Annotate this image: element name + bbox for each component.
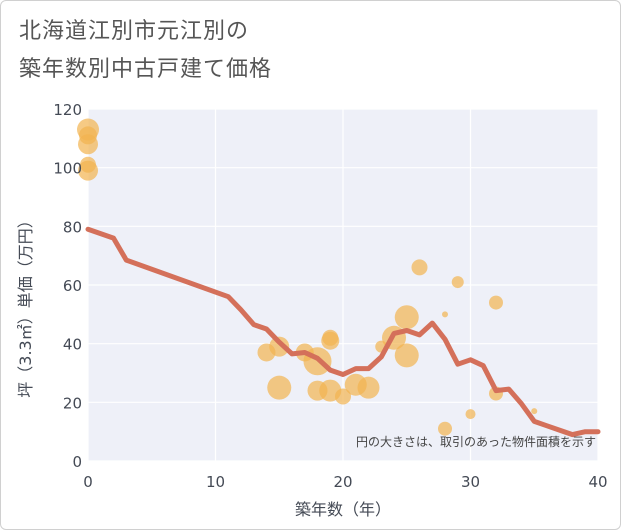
bubble-point bbox=[489, 295, 503, 310]
bubble-point bbox=[267, 375, 292, 400]
trend-line-layer bbox=[85, 226, 601, 438]
x-tick-label: 30 bbox=[461, 473, 480, 491]
bubble-point bbox=[531, 408, 538, 415]
y-tick-label: 120 bbox=[53, 101, 82, 119]
bubble-point bbox=[394, 305, 419, 330]
bubble-point bbox=[442, 311, 448, 318]
x-tick-label: 20 bbox=[333, 473, 352, 491]
grid-lines bbox=[87, 108, 599, 462]
bubble-point bbox=[78, 134, 98, 155]
bubble-point bbox=[335, 388, 351, 405]
bubble-point bbox=[465, 409, 476, 420]
y-tick-label: 100 bbox=[53, 160, 82, 178]
bubble-point bbox=[394, 343, 419, 368]
y-tick-label: 20 bbox=[63, 394, 82, 412]
y-axis-label: 坪（3.3㎡）単価（万円） bbox=[16, 212, 35, 397]
chart-title-line2: 築年数別中古戸建て価格 bbox=[19, 57, 273, 82]
trend-line bbox=[85, 226, 601, 438]
y-tick-label: 40 bbox=[63, 336, 82, 354]
x-axis-label: 築年数（年） bbox=[295, 500, 391, 519]
x-tick-label: 10 bbox=[206, 473, 225, 491]
chart-title-line1: 北海道江別市元江別の bbox=[19, 19, 250, 44]
x-tick-label: 0 bbox=[83, 473, 93, 491]
bubble-point bbox=[438, 421, 452, 436]
x-tick-label: 40 bbox=[588, 473, 607, 491]
tick-labels: 0 10 20 30 40 0 20 40 60 80 100 120 bbox=[53, 101, 607, 491]
bubble-point bbox=[411, 259, 428, 276]
y-tick-label: 0 bbox=[72, 453, 82, 471]
bubble-size-note: 円の大きさは、取引のあった物件面積を示す bbox=[356, 434, 596, 449]
bubble-point bbox=[78, 160, 98, 181]
bubble-point bbox=[322, 329, 339, 346]
y-tick-label: 80 bbox=[63, 218, 82, 236]
bubble-point bbox=[269, 336, 290, 357]
bubble-point bbox=[451, 276, 464, 289]
y-tick-label: 60 bbox=[63, 277, 82, 295]
bubble-point bbox=[357, 376, 380, 399]
bubble-series bbox=[77, 118, 538, 436]
